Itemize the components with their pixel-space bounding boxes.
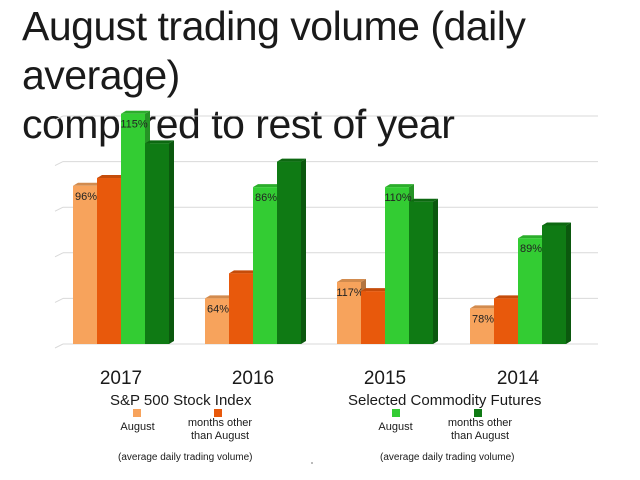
legend-swatch-cf-august <box>392 409 400 417</box>
gridline-stub <box>54 161 64 167</box>
bar-top <box>145 140 174 144</box>
bar-side <box>169 140 174 344</box>
bar-top <box>494 295 523 299</box>
x-tick-label: 2017 <box>100 368 142 389</box>
data-label: 78% <box>472 313 494 325</box>
legend-sp-note: (average daily trading volume) <box>118 452 253 463</box>
legend-sp-group-label: S&P 500 Stock Index <box>110 392 252 409</box>
legend-cf-group-label: Selected Commodity Futures <box>348 392 542 409</box>
gridline-stub <box>54 343 64 349</box>
bar <box>97 178 121 344</box>
legend-cf-august-label: August <box>378 421 413 433</box>
bar-top <box>253 184 282 188</box>
gridline-stub <box>54 115 64 121</box>
legend-cf-note: (average daily trading volume) <box>380 452 515 463</box>
bar <box>277 161 301 344</box>
gridline-stub <box>54 297 64 303</box>
bar-top <box>97 175 126 179</box>
legend-sp-other-line1: months other <box>187 417 253 429</box>
legend-cf-other-label: months other than August <box>440 417 520 443</box>
data-label: 117% <box>336 287 364 299</box>
bar-top <box>542 222 571 226</box>
bar <box>494 298 518 344</box>
bar-top <box>518 235 547 239</box>
bar-side <box>301 158 306 344</box>
data-label: 89% <box>520 243 542 255</box>
bar-top <box>277 158 306 162</box>
stray-dot <box>311 462 313 464</box>
data-label: 64% <box>207 303 229 315</box>
bar <box>229 273 253 344</box>
x-tick-label: 2014 <box>497 368 540 389</box>
bar <box>385 187 409 344</box>
bar <box>409 201 433 344</box>
bar <box>121 113 145 344</box>
bar <box>253 187 277 344</box>
legend-swatch-sp-august <box>133 409 141 417</box>
bar-top <box>229 270 258 274</box>
bar <box>361 291 385 344</box>
title-line-2: compared to rest of year <box>22 101 455 147</box>
legend-swatch-cf-other <box>474 409 482 417</box>
legend-sp-other-label: months other than August <box>180 417 260 443</box>
bar <box>205 298 229 344</box>
bar <box>145 143 169 344</box>
bar-top <box>361 288 390 292</box>
bar-top <box>385 184 414 188</box>
bar <box>470 308 494 344</box>
data-label: 115% <box>120 119 148 131</box>
legend-sp-august-label: August <box>120 421 155 433</box>
bar-top <box>470 305 499 309</box>
legend-swatch-sp-other <box>214 409 222 417</box>
legend-sp-other-line2: than August <box>190 430 250 442</box>
bar-top <box>73 182 102 186</box>
legend-cf-other-line1: months other <box>447 417 513 429</box>
bar-top <box>205 295 234 299</box>
bar <box>542 225 566 344</box>
bar <box>337 281 361 344</box>
data-label: 96% <box>75 191 97 203</box>
chart-title: August trading volume (daily average) co… <box>22 2 632 149</box>
data-label: 110% <box>384 192 412 204</box>
bar-top <box>121 110 150 114</box>
bar-top <box>337 278 366 282</box>
title-line-1: August trading volume (daily average) <box>22 3 526 98</box>
bar-side <box>433 198 438 344</box>
bar-top <box>409 198 438 202</box>
data-label: 86% <box>255 192 277 204</box>
gridline-stub <box>54 206 64 212</box>
x-tick-label: 2015 <box>364 368 406 389</box>
bar <box>518 238 542 344</box>
legend-cf-other-line2: than August <box>450 430 510 442</box>
x-tick-label: 2016 <box>232 368 274 389</box>
bar-side <box>566 222 571 344</box>
gridline-stub <box>54 252 64 258</box>
bar <box>73 185 97 344</box>
